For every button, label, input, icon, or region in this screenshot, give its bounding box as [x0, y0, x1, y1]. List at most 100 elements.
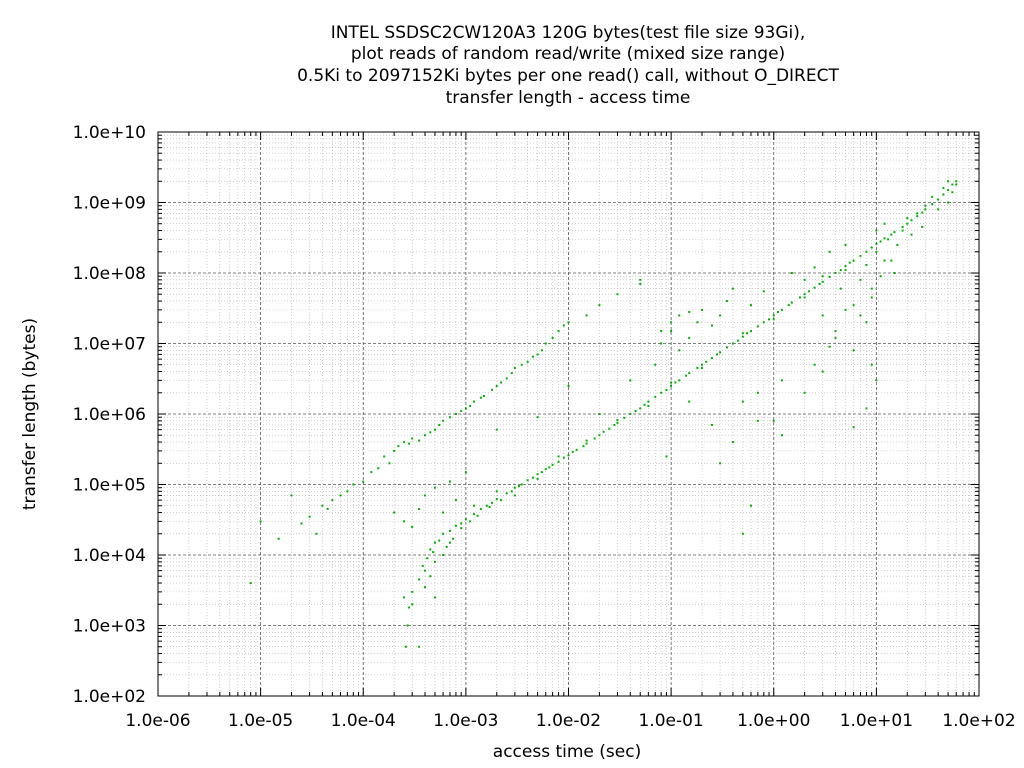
data-point [665, 388, 668, 391]
data-point [865, 250, 868, 253]
data-point [634, 410, 637, 413]
data-point [951, 183, 954, 186]
data-point [464, 407, 467, 410]
data-point [647, 404, 650, 407]
data-point [749, 330, 752, 333]
data-point [834, 272, 837, 274]
x-tick-label: 1.0e+01 [840, 711, 913, 731]
y-tick-label: 1.0e+09 [73, 194, 146, 214]
data-point [585, 314, 588, 317]
data-point [875, 379, 878, 382]
data-point [875, 229, 878, 232]
data-point [756, 419, 759, 422]
data-point [844, 265, 847, 268]
data-points [249, 180, 958, 648]
data-point [924, 204, 927, 207]
data-point [575, 448, 578, 451]
data-point [813, 266, 816, 269]
data-point [593, 437, 596, 440]
data-point [716, 353, 719, 356]
data-point [608, 427, 611, 430]
data-point [418, 578, 421, 581]
data-point [526, 360, 529, 363]
data-point [429, 575, 432, 578]
data-point [393, 511, 396, 514]
data-point [536, 473, 539, 476]
data-point [567, 454, 570, 457]
data-point [442, 532, 445, 535]
data-point [828, 250, 831, 253]
data-point [397, 445, 400, 448]
data-point [442, 419, 445, 422]
axis-ticks [157, 131, 980, 697]
data-point [393, 449, 396, 452]
data-point [623, 416, 626, 419]
data-point [442, 511, 445, 514]
data-point [910, 219, 913, 222]
data-point [548, 466, 551, 469]
data-point [828, 275, 831, 278]
data-point [448, 529, 451, 532]
data-point [696, 321, 699, 324]
data-point [433, 541, 436, 544]
y-tick-label: 1.0e+03 [73, 617, 146, 637]
data-point [433, 428, 436, 431]
data-point [473, 504, 476, 507]
data-point [540, 349, 543, 352]
data-point [955, 180, 958, 183]
data-point [362, 480, 365, 483]
data-point [433, 596, 436, 599]
data-point [731, 342, 734, 345]
data-point [585, 442, 588, 445]
data-point [660, 342, 663, 345]
data-point [756, 325, 759, 328]
data-point [531, 476, 534, 479]
data-point [660, 391, 663, 394]
data-point [388, 462, 391, 465]
data-point [685, 374, 688, 377]
data-point [737, 339, 740, 342]
data-point [852, 426, 855, 429]
data-point [639, 278, 642, 281]
data-point [670, 384, 673, 387]
data-point [756, 391, 759, 394]
data-point [300, 522, 303, 525]
data-point [865, 407, 868, 410]
data-point [454, 524, 457, 527]
data-point [875, 242, 878, 245]
data-point [780, 308, 783, 311]
x-tick-label: 1.0e+02 [942, 711, 1015, 731]
data-point [598, 304, 601, 307]
data-point [544, 342, 547, 345]
data-point [741, 335, 744, 338]
data-point [500, 381, 503, 384]
data-point [916, 215, 919, 218]
data-point [678, 349, 681, 352]
data-point [540, 471, 543, 474]
data-point [403, 520, 406, 523]
data-point [883, 259, 886, 262]
data-point [951, 191, 954, 194]
data-point [879, 275, 882, 278]
data-point [834, 336, 837, 339]
data-point [696, 366, 699, 369]
data-point [520, 363, 523, 366]
data-point [893, 272, 896, 274]
data-point [598, 413, 601, 415]
data-point [536, 353, 539, 356]
data-point [510, 372, 513, 375]
data-point [839, 269, 842, 272]
data-point [421, 564, 424, 567]
data-point [491, 501, 494, 504]
chart-title-line-1: INTEL SSDSC2CW120A3 120G bytes(test file… [331, 23, 806, 43]
data-point [562, 324, 565, 327]
data-point [469, 520, 472, 523]
data-point [813, 363, 816, 366]
data-point [665, 455, 668, 458]
data-point [790, 301, 793, 304]
data-point [429, 548, 432, 551]
data-point [678, 314, 681, 317]
data-point [710, 357, 713, 360]
data-point [505, 492, 508, 495]
